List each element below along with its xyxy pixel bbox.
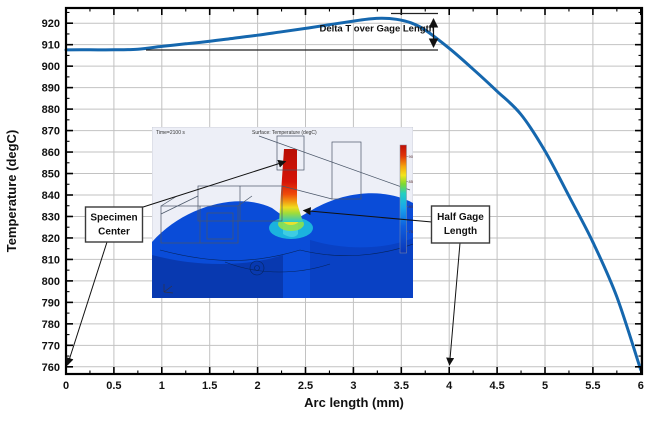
y-tick-label: 910 (42, 40, 60, 52)
inset-colorbar-tick: 850 (409, 179, 416, 184)
x-tick-label: 6 (638, 380, 644, 392)
specimen-center-arrow-to-axis (65, 241, 108, 366)
y-tick-label: 770 (42, 340, 60, 352)
half-gage-length-annotation: Half Gage Length (302, 205, 491, 366)
inset-hole (249, 260, 265, 276)
x-tick-label: 0.5 (106, 380, 121, 392)
inset-colorbar (399, 144, 407, 254)
half-gage-box (430, 205, 491, 244)
inset-colorbar-tick: 900 (409, 154, 416, 159)
axis-ticks (65, 8, 642, 374)
y-tick-label: 810 (42, 254, 60, 266)
y-tick-label: 920 (42, 18, 60, 30)
specimen-center-label-line2: Center (98, 227, 130, 238)
y-tick-label: 790 (42, 297, 60, 309)
inset-hole-center (254, 265, 260, 271)
specimen-center-label-line1: Specimen (90, 213, 137, 224)
y-tick-label: 830 (42, 211, 60, 223)
plot-frame (64, 6, 644, 376)
axis-tick-labels: 0 0.5 1 1.5 2 2.5 3 3.5 4 4.5 5 5.5 6 760 770 780 790 800… (42, 18, 644, 392)
y-tick-label: 840 (42, 190, 60, 202)
x-tick-label: 4 (446, 380, 453, 392)
y-tick-label: 900 (42, 61, 60, 73)
y-tick-label: 890 (42, 83, 60, 95)
inset-colorbar-tick-labels: 900 850 800 750 (406, 154, 416, 234)
inset-title: Surface: Temperature (degC) (252, 130, 317, 136)
x-tick-label: 2.5 (298, 380, 313, 392)
y-tick-label: 800 (42, 276, 60, 288)
y-tick-label: 870 (42, 126, 60, 138)
inset-time-label: Time=2100 s (156, 130, 185, 136)
specimen-center-box (84, 206, 144, 243)
inset-fixture-shadow-right (310, 238, 413, 298)
delta-t-label: Delta T over Gage Length (319, 24, 434, 35)
half-gage-arrow-to-axis (446, 242, 461, 366)
y-tick-label: 820 (42, 233, 60, 245)
x-tick-label: 0 (63, 380, 69, 392)
y-tick-label: 780 (42, 319, 60, 331)
temperature-curve (64, 16, 643, 372)
y-tick-label: 860 (42, 147, 60, 159)
x-tick-label: 4.5 (489, 380, 504, 392)
inset-axis-triad (163, 284, 174, 294)
inset-colorbar-tick: 800 (409, 204, 416, 209)
x-axis-title: Arc length (mm) (304, 395, 404, 410)
specimen-center-annotation: Specimen Center (65, 159, 287, 366)
x-tick-label: 2 (255, 380, 261, 392)
delta-t-annotation: Delta T over Gage Length (146, 12, 439, 51)
x-tick-label: 3 (350, 380, 356, 392)
x-tick-label: 5.5 (585, 380, 600, 392)
simulation-inset: 900 850 800 750 Time=2100 s Surface: Temper… (152, 127, 416, 298)
half-gage-arrow-to-inset (302, 207, 433, 223)
inset-wireframe (160, 135, 411, 244)
temperature-curve-path (64, 16, 643, 372)
specimen-center-arrow-to-inset (139, 159, 287, 209)
half-gage-label-line2: Length (444, 226, 477, 237)
x-tick-label: 5 (542, 380, 548, 392)
x-tick-label: 1.5 (202, 380, 217, 392)
y-tick-label: 880 (42, 104, 60, 116)
half-gage-label-line1: Half Gage (437, 212, 484, 223)
x-tick-label: 3.5 (394, 380, 409, 392)
x-tick-label: 1 (159, 380, 165, 392)
inset-colorbar-tick: 750 (409, 229, 416, 234)
y-axis-title: Temperature (degC) (4, 130, 19, 253)
y-tick-label: 760 (42, 362, 60, 374)
y-tick-label: 850 (42, 169, 60, 181)
